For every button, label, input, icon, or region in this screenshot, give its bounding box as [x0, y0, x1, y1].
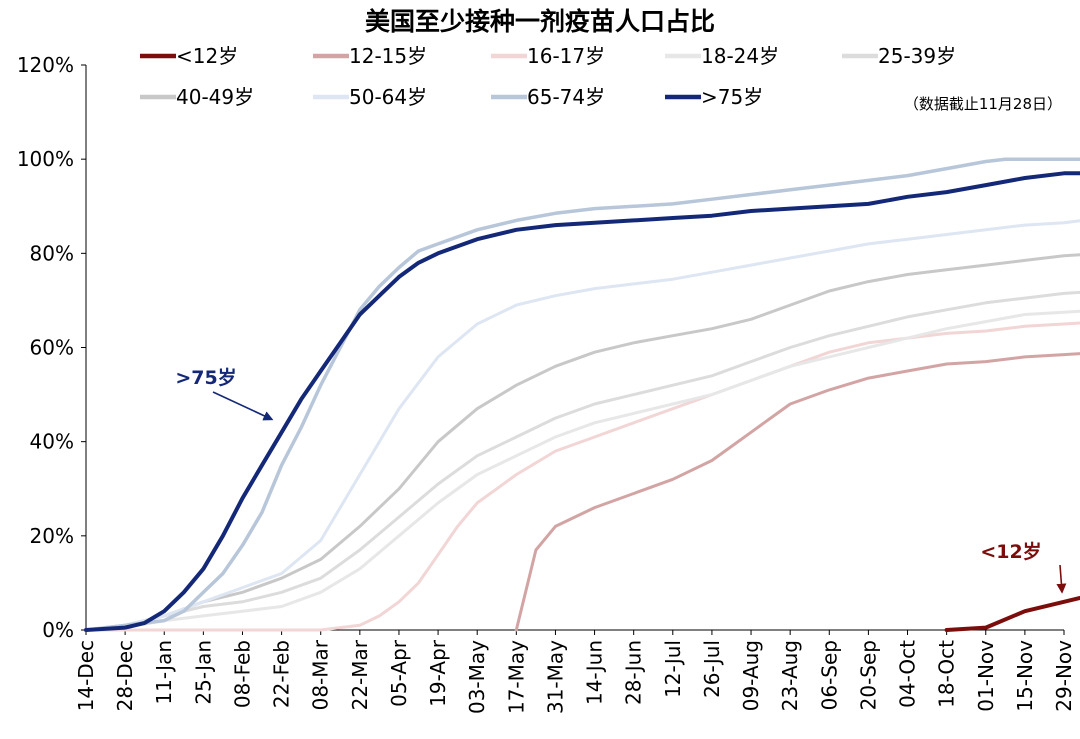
- chart-title: 美国至少接种一剂疫苗人口占比: [365, 7, 715, 36]
- x-tick-label: 22-Mar: [348, 639, 372, 710]
- x-tick-label: 28-Jun: [622, 640, 646, 705]
- x-tick-label: 14-Jun: [583, 640, 607, 705]
- x-tick-label: 18-Oct: [935, 640, 959, 708]
- x-tick-label: 28-Dec: [113, 640, 137, 711]
- legend-label: 50-64岁: [349, 85, 427, 109]
- legend: <12岁 12-15岁 16-17岁 18-24岁 25-39岁 40-49岁 50-64岁…: [140, 44, 956, 109]
- x-tick-label: 31-May: [543, 640, 567, 714]
- legend-label: 40-49岁: [176, 85, 254, 109]
- data-cutoff-note: （数据截止11月28日）: [904, 95, 1062, 113]
- x-tick-label: 14-Dec: [74, 640, 98, 711]
- x-tick-label: 05-Apr: [387, 639, 411, 707]
- x-tick-label: 06-Sep: [817, 640, 841, 710]
- y-tick-label: 100%: [17, 147, 74, 171]
- legend-label: >75岁: [701, 85, 763, 109]
- annotation-arrow-under12: [1056, 564, 1067, 594]
- x-tick-label: 25-Jan: [191, 640, 215, 705]
- x-tick-label: 01-Nov: [974, 640, 998, 712]
- y-tick-label: 120%: [17, 53, 74, 77]
- series-line-0: [944, 595, 1080, 632]
- series-line-6: [84, 219, 1080, 632]
- annotation-arrow-over75: [212, 391, 274, 421]
- annotation-label-under12: <12岁: [980, 540, 1041, 563]
- x-tick-label: 11-Jan: [152, 640, 176, 705]
- series-layer: [84, 157, 1080, 632]
- legend-label: 12-15岁: [349, 44, 427, 68]
- series-line-3: [84, 309, 1080, 632]
- y-tick-label: 40%: [30, 430, 74, 454]
- axes: 0% 20% 40% 60% 80% 100% 120% 14-Dec 28-Dec 11-Jan…: [17, 53, 1076, 714]
- y-tick-label: 60%: [30, 336, 74, 360]
- x-tick-label: 08-Feb: [230, 640, 254, 708]
- annotation-layer: >75岁 <12岁: [175, 366, 1067, 594]
- legend-label: 18-24岁: [701, 44, 779, 68]
- legend-label: 16-17岁: [527, 44, 605, 68]
- x-tick-label: 20-Sep: [856, 640, 880, 710]
- x-tick-label: 08-Mar: [309, 639, 333, 710]
- x-tick-label: 03-May: [465, 640, 489, 714]
- legend-label: <12岁: [176, 44, 238, 68]
- x-tick-label: 04-Oct: [896, 640, 920, 708]
- series-line-7: [84, 157, 1080, 632]
- x-tick-label: 17-May: [504, 640, 528, 714]
- x-tick-label: 22-Feb: [270, 640, 294, 708]
- series-line-1: [514, 352, 1080, 632]
- series-line-5: [84, 253, 1080, 632]
- x-tick-label: 09-Aug: [739, 640, 763, 711]
- y-tick-label: 20%: [30, 524, 74, 548]
- series-line-4: [84, 290, 1080, 632]
- x-tick-label: 26-Jul: [700, 640, 724, 698]
- legend-label: 25-39岁: [878, 44, 956, 68]
- y-tick-label: 80%: [30, 241, 74, 265]
- x-tick-label: 15-Nov: [1013, 640, 1037, 712]
- x-tick-label: 12-Jul: [661, 640, 685, 698]
- series-line-2: [84, 321, 1080, 632]
- series-line-8: [84, 171, 1080, 632]
- legend-label: 65-74岁: [527, 85, 605, 109]
- x-tick-label: 23-Aug: [778, 640, 802, 711]
- annotation-label-over75: >75岁: [175, 366, 236, 389]
- x-tick-label: 19-Apr: [426, 639, 450, 707]
- x-tick-label: 29-Nov: [1052, 640, 1076, 712]
- y-tick-label: 0%: [42, 618, 74, 642]
